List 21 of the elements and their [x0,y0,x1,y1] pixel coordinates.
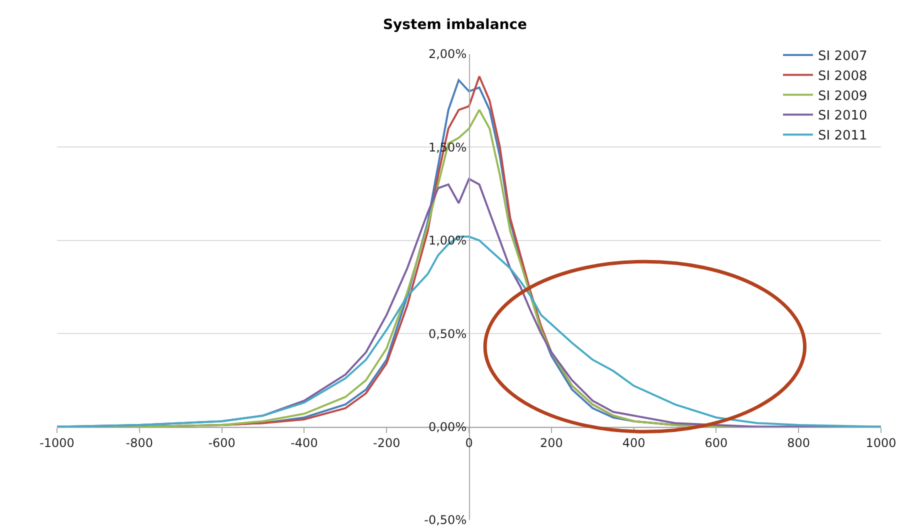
legend-label: SI 2011 [818,128,868,144]
x-tick-label: 400 [622,436,646,450]
legend-label: SI 2008 [818,68,868,84]
x-tick-label: 0 [465,436,473,450]
y-tick-label: 0,50% [428,326,467,341]
x-tick-label: -1000 [40,436,74,450]
x-tick-label: 1000 [866,436,896,450]
x-tick-label: -400 [290,436,318,450]
x-tick-label: -600 [208,436,236,450]
y-tick-label: 2,00% [428,47,467,62]
y-tick-label: 0,00% [428,420,467,434]
x-tick-label: -200 [372,436,400,450]
y-tick-label: -0,50% [424,513,467,528]
x-tick-label: 800 [787,436,810,450]
chart-title: System imbalance [382,16,528,33]
legend-label: SI 2009 [818,88,868,104]
x-tick-label: 600 [704,436,728,450]
legend-label: SI 2010 [818,108,868,124]
x-tick-label: -800 [126,436,154,450]
x-tick-label: 200 [540,436,563,450]
legend-label: SI 2007 [818,49,868,64]
